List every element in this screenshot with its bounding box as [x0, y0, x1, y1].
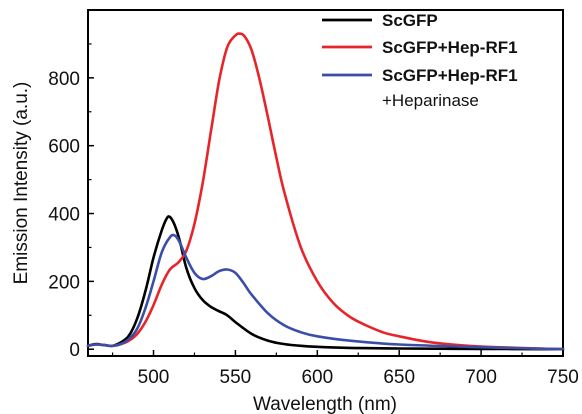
legend-label-2: ScGFP+Hep-RF1	[382, 38, 518, 57]
plot-frame	[88, 10, 563, 356]
y-axis-title: Emission Intensity (a.u.)	[11, 82, 32, 285]
legend-label-1: ScGFP	[382, 11, 438, 30]
legend-label-3: ScGFP+Hep-RF1	[382, 66, 518, 85]
y-tick-label: 0	[69, 340, 80, 361]
x-tick-label: 750	[547, 367, 579, 388]
x-tick-label: 700	[465, 367, 497, 388]
series-line-1	[88, 216, 563, 349]
x-axis-title: Wavelength (nm)	[253, 394, 397, 414]
y-tick-label: 600	[48, 137, 80, 158]
y-tick-label: 400	[48, 205, 80, 226]
x-tick-label: 650	[383, 367, 415, 388]
legend: ScGFP ScGFP+Hep-RF1 ScGFP+Hep-RF1 +Heparina…	[322, 11, 518, 110]
x-tick-label: 600	[301, 367, 333, 388]
legend-label-3-line-2: +Heparinase	[382, 91, 479, 110]
x-tick-label: 550	[220, 367, 252, 388]
y-tick-label: 800	[48, 69, 80, 90]
x-tick-label: 500	[138, 367, 170, 388]
y-tick-label: 200	[48, 272, 80, 293]
